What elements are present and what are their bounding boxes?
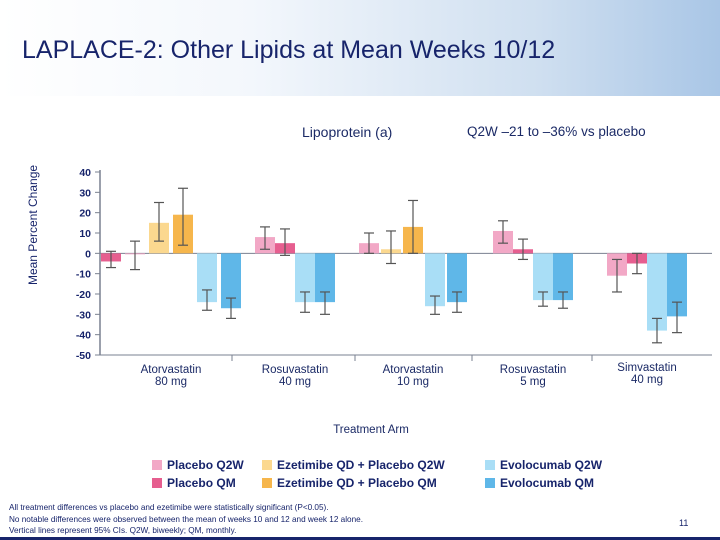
footnote-line: All treatment differences vs placebo and… (9, 503, 329, 512)
y-tick-label: 20 (79, 208, 91, 220)
bar (533, 253, 553, 301)
legend-label: Placebo Q2W (167, 458, 244, 472)
chart-subtitle: Lipoprotein (a) (302, 124, 393, 140)
x-axis-label: Treatment Arm (333, 424, 409, 436)
y-tick-label: 40 (79, 167, 91, 179)
legend-swatch (152, 478, 162, 488)
legend-item: Placebo Q2W (152, 458, 244, 472)
legend-swatch (485, 478, 495, 488)
legend-label: Evolocumab QM (500, 476, 595, 490)
title-band (0, 0, 720, 96)
bar (447, 253, 467, 303)
category-label: Rosuvastatin 5 mg (499, 364, 567, 388)
page-number: 11 (679, 518, 689, 528)
bar (667, 253, 687, 317)
category-label: Atorvastatin 10 mg (382, 364, 444, 388)
y-tick-label: -20 (76, 289, 91, 301)
legend-label: Ezetimibe QD + Placebo Q2W (277, 458, 445, 472)
category-label: Rosuvastatin 40 mg (261, 364, 329, 388)
legend-label: Ezetimibe QD + Placebo QM (277, 476, 437, 490)
bar (295, 253, 315, 303)
legend-swatch (485, 460, 495, 470)
legend-item: Ezetimibe QD + Placebo QM (262, 476, 437, 490)
legend-swatch (152, 460, 162, 470)
y-tick-label: 10 (79, 228, 91, 240)
category-label: Simvastatin 40 mg (617, 362, 677, 386)
legend-item: Evolocumab QM (485, 476, 594, 490)
y-tick-label: -10 (76, 269, 91, 281)
footnote: All treatment differences vs placebo and… (9, 502, 363, 537)
y-tick-label: -50 (76, 350, 91, 362)
footnote-line: Vertical lines represent 95% CIs. Q2W, b… (9, 526, 237, 535)
slide-title: LAPLACE-2: Other Lipids at Mean Weeks 10… (22, 36, 556, 64)
bar (553, 253, 573, 301)
legend-item: Evolocumab Q2W (485, 458, 602, 472)
legend-swatch (262, 460, 272, 470)
bar (425, 253, 445, 307)
bottom-rule (0, 537, 720, 540)
legend-label: Evolocumab Q2W (500, 458, 603, 472)
y-tick-label: -30 (76, 309, 91, 321)
legend-label: Placebo QM (167, 476, 236, 490)
effect-summary: Q2W –21 to –36% vs placebo (467, 124, 646, 139)
legend-item: Ezetimibe QD + Placebo Q2W (262, 458, 445, 472)
bar (315, 253, 335, 303)
bar (647, 253, 667, 331)
footnote-line: No notable differences were observed bet… (9, 514, 363, 524)
y-tick-label: -40 (76, 330, 91, 342)
bar (221, 253, 241, 309)
category-label: Atorvastatin 80 mg (140, 364, 202, 388)
y-tick-label: 0 (85, 248, 91, 260)
legend-item: Placebo QM (152, 476, 236, 490)
y-tick-label: 30 (79, 187, 91, 199)
legend-swatch (262, 478, 272, 488)
